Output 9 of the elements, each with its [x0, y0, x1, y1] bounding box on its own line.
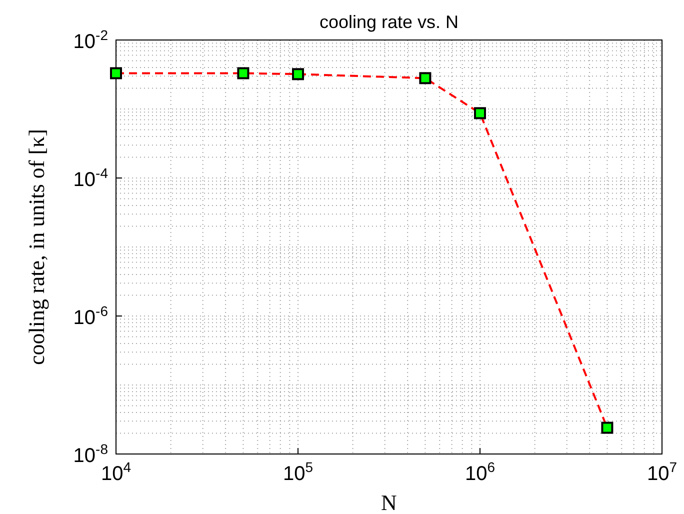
- x-axis-title: N: [381, 490, 398, 514]
- chart-title: cooling rate vs. N: [319, 12, 459, 32]
- x-tick-label: 10$^{5}$: [282, 459, 314, 485]
- y-tick-label: 10$^{-2}$: [73, 27, 108, 53]
- x-tick-label: 10$^{7}$: [646, 459, 678, 485]
- y-axis-title: cooling rate, in units of [κ]: [24, 129, 49, 365]
- y-tick-label: 10$^{-6}$: [73, 303, 108, 329]
- y-tick-label: 10$^{-4}$: [73, 165, 108, 191]
- x-tick-label: 10$^{6}$: [464, 459, 496, 485]
